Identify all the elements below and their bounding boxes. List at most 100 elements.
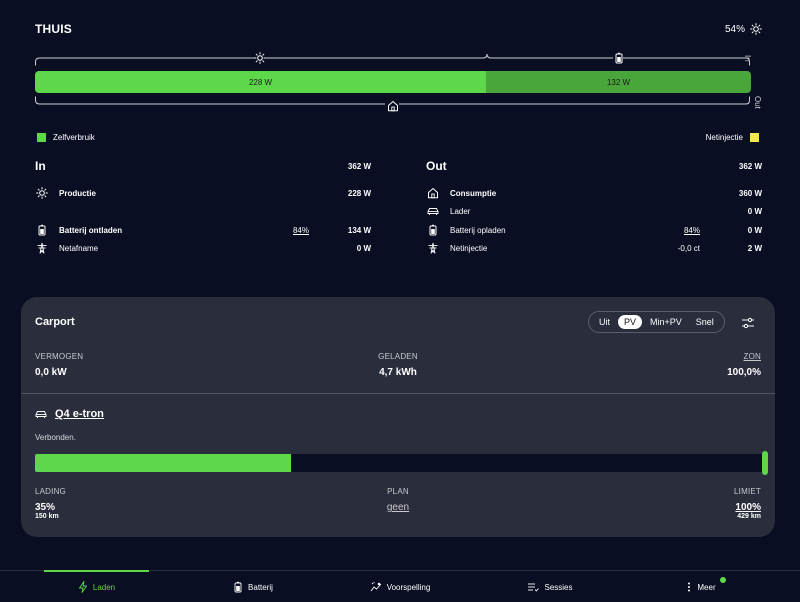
in-row-netafname: Netafname 0 W bbox=[35, 241, 371, 255]
car-icon bbox=[35, 408, 47, 420]
row-label: Netinjectie bbox=[450, 243, 488, 253]
more-icon bbox=[686, 581, 692, 593]
vehicle-status: Verbonden. bbox=[35, 433, 76, 442]
in-bracket bbox=[35, 54, 750, 66]
nav-item-voorspelling[interactable]: Voorspelling bbox=[350, 571, 450, 602]
out-total: 362 W bbox=[738, 161, 762, 171]
stat-label: PLAN bbox=[387, 487, 409, 496]
in-label: In bbox=[743, 55, 752, 62]
nav-label: Voorspelling bbox=[386, 582, 431, 592]
sun-icon bbox=[35, 186, 49, 200]
power-tower-icon bbox=[426, 241, 440, 255]
row-label: Batterij opladen bbox=[450, 225, 506, 235]
home-icon bbox=[387, 100, 399, 112]
battery-soc-link[interactable]: 84% bbox=[292, 225, 309, 235]
limit-value[interactable]: 100% bbox=[735, 502, 761, 513]
battery-segment: 132 W bbox=[486, 71, 751, 93]
energy-bar: 228 W 132 W bbox=[35, 71, 751, 93]
limit-stat[interactable]: LIMIET 100% 429 km bbox=[734, 487, 761, 520]
battery-icon bbox=[233, 581, 243, 593]
stat-label[interactable]: ZON bbox=[743, 352, 761, 361]
stat-value: 0,0 kW bbox=[35, 367, 67, 378]
limit-handle[interactable] bbox=[762, 451, 768, 475]
nav-item-sessies[interactable]: Sessies bbox=[510, 571, 590, 602]
out-row-lader: Lader 0 W bbox=[426, 204, 762, 218]
in-column: In 362 W Productie 228 W Batterij ontlad… bbox=[35, 158, 371, 254]
legend-self-consumption: Zelfverbruik bbox=[37, 133, 95, 142]
divider bbox=[21, 393, 775, 394]
out-label: Out bbox=[753, 96, 762, 109]
loadpoint-card: Carport Uit PV Min+PV Snel VERMOGEN 0,0 … bbox=[21, 297, 775, 537]
soc-value: 54% bbox=[724, 23, 745, 35]
power-tower-icon bbox=[35, 241, 49, 255]
legend-label: Zelfverbruik bbox=[53, 133, 95, 142]
nav-label: Sessies bbox=[544, 582, 573, 592]
mode-off-button[interactable]: Uit bbox=[599, 317, 610, 327]
mode-fast-button[interactable]: Snel bbox=[695, 317, 714, 327]
in-title: In bbox=[35, 159, 46, 173]
nav-item-batterij[interactable]: Batterij bbox=[208, 571, 298, 602]
battery-icon bbox=[35, 223, 49, 237]
nav-item-meer[interactable]: Meer bbox=[666, 571, 736, 602]
stat-label: VERMOGEN bbox=[35, 352, 84, 361]
charged-stat: GELADEN 4,7 kWh bbox=[376, 352, 420, 378]
soc-stat: LADING 35% 150 km bbox=[35, 487, 66, 520]
nav-label: Batterij bbox=[248, 582, 273, 592]
stat-value: 35% bbox=[35, 502, 56, 513]
nav-item-laden[interactable]: Laden bbox=[44, 571, 149, 602]
out-column: Out 362 W Consumptie 360 W Lader 0 W Bat… bbox=[426, 158, 762, 254]
in-row-productie: Productie 228 W bbox=[35, 186, 371, 200]
legend-swatch bbox=[37, 133, 46, 142]
row-value: 134 W bbox=[347, 225, 371, 235]
row-extra: -0,0 ct bbox=[677, 243, 700, 253]
stat-label: LIMIET bbox=[734, 487, 761, 496]
bottom-nav: Laden Batterij Voorspelling Sessies Meer bbox=[0, 570, 800, 602]
power-stat: VERMOGEN 0,0 kW bbox=[35, 352, 83, 378]
stat-value: 100,0% bbox=[727, 367, 761, 378]
out-header: Out 362 W bbox=[426, 158, 762, 174]
settings-sliders-icon[interactable] bbox=[741, 316, 755, 330]
stat-label: LADING bbox=[35, 487, 66, 496]
home-icon bbox=[426, 186, 440, 200]
mode-selector: Uit PV Min+PV Snel bbox=[588, 311, 725, 333]
mode-pv-button[interactable]: PV bbox=[618, 315, 643, 329]
vehicle-title[interactable]: Q4 e-tron bbox=[35, 408, 104, 420]
vehicle-soc-bar[interactable] bbox=[35, 451, 768, 475]
sun-icon bbox=[254, 52, 266, 64]
row-value: 0 W bbox=[747, 206, 762, 216]
battery-icon bbox=[426, 223, 440, 237]
vehicle-name[interactable]: Q4 e-tron bbox=[55, 408, 104, 420]
plan-stat[interactable]: PLAN geen bbox=[376, 487, 420, 513]
row-value: 2 W bbox=[747, 243, 762, 253]
site-title: THUIS bbox=[35, 22, 72, 36]
mode-minpv-button[interactable]: Min+PV bbox=[650, 317, 682, 327]
solar-stat[interactable]: ZON 100,0% bbox=[727, 352, 761, 378]
list-icon bbox=[527, 581, 540, 593]
legend-grid-injection: Netinjectie bbox=[706, 133, 759, 142]
active-tab-indicator bbox=[44, 570, 149, 572]
stat-label: GELADEN bbox=[378, 352, 418, 361]
legend-label: Netinjectie bbox=[705, 133, 743, 142]
row-label: Lader bbox=[450, 206, 471, 216]
stat-range: 150 km bbox=[35, 513, 59, 520]
row-value: 0 W bbox=[356, 243, 371, 253]
row-value: 228 W bbox=[347, 188, 371, 198]
legend-swatch bbox=[750, 133, 759, 142]
in-total: 362 W bbox=[347, 161, 371, 171]
plan-link[interactable]: geen bbox=[386, 502, 410, 513]
battery-soc: 54% bbox=[725, 23, 762, 35]
nav-label: Laden bbox=[92, 582, 116, 592]
notification-badge bbox=[720, 577, 726, 583]
battery-soc-link[interactable]: 84% bbox=[683, 225, 700, 235]
row-label: Netafname bbox=[59, 243, 99, 253]
row-label: Consumptie bbox=[450, 188, 497, 198]
self-consumption-segment: 228 W bbox=[35, 71, 487, 93]
in-row-batterij-ontladen: Batterij ontladen 84% 134 W bbox=[35, 223, 371, 237]
stat-range: 429 km bbox=[737, 513, 761, 520]
car-icon bbox=[426, 204, 440, 218]
row-label: Batterij ontladen bbox=[59, 225, 123, 235]
vehicle-soc-fill bbox=[35, 454, 291, 472]
out-row-batterij-opladen: Batterij opladen 84% 0 W bbox=[426, 223, 762, 237]
out-title: Out bbox=[426, 159, 447, 173]
row-value: 0 W bbox=[747, 225, 762, 235]
